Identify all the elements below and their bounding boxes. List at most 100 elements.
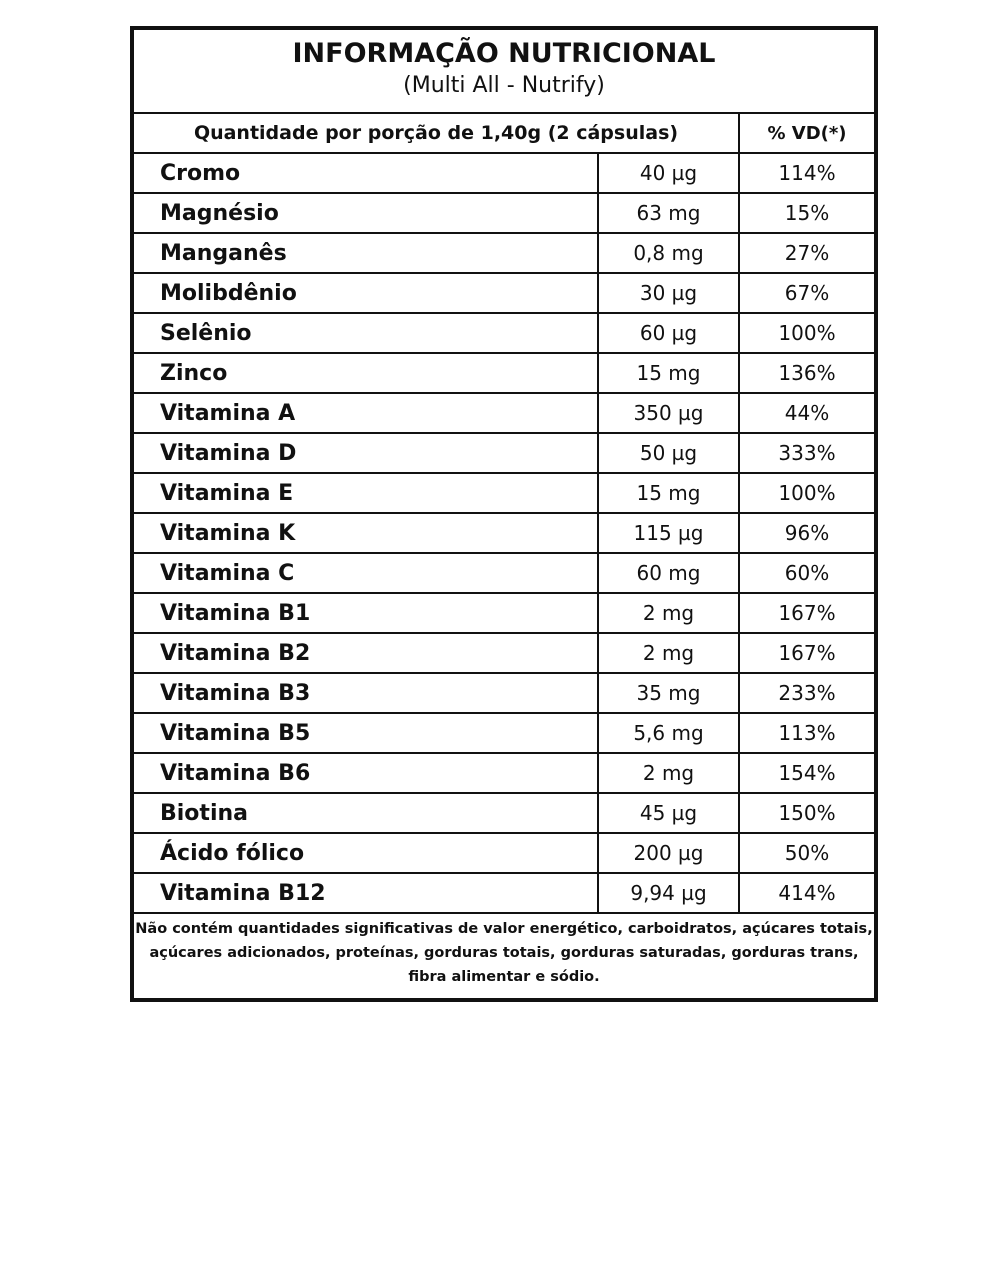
table-row: Vitamina K 115 µg 96%: [134, 514, 874, 554]
daily-value: 154%: [778, 761, 836, 785]
cell: Vitamina C: [134, 554, 599, 592]
nutrient-name: Zinco: [160, 360, 228, 386]
daily-value: 114%: [778, 161, 836, 185]
cell: Vitamina B3: [134, 674, 599, 712]
title-block: INFORMAÇÃO NUTRICIONAL (Multi All - Nutr…: [134, 30, 874, 114]
amount: 2 mg: [599, 634, 740, 672]
table-row: Manganês 0,8 mg 27%: [134, 234, 874, 274]
table-row: Vitamina B5 5,6 mg 113%: [134, 714, 874, 754]
amount: 2 mg: [599, 754, 740, 792]
nutrient-name: Cromo: [160, 160, 241, 186]
amount: 45 µg: [599, 794, 740, 832]
footer-note: Não contém quantidades significativas de…: [135, 921, 873, 985]
daily-value: 100%: [778, 321, 836, 345]
amount: 63 mg: [599, 194, 740, 232]
nutrient-name: Vitamina C: [160, 560, 295, 586]
daily-value: 333%: [778, 441, 836, 465]
daily-value: 27%: [784, 241, 830, 265]
column-header: Quantidade por porção de 1,40g (2 cápsul…: [134, 114, 740, 152]
amount: 15 mg: [599, 474, 740, 512]
nutrient-name: Vitamina B2: [160, 640, 311, 666]
nutrient-name: Biotina: [160, 800, 248, 826]
nutrition-table: INFORMAÇÃO NUTRICIONAL (Multi All - Nutr…: [130, 26, 878, 1002]
nutrient-name: Ácido fólico: [160, 840, 305, 866]
nutrient-name: Vitamina B3: [160, 680, 311, 706]
table-row: Ácido fólico 200 µg 50%: [134, 834, 874, 874]
table-row: Vitamina E 15 mg 100%: [134, 474, 874, 514]
daily-value: 60%: [784, 561, 830, 585]
amount: 200 µg: [599, 834, 740, 872]
cell: Ácido fólico: [134, 834, 599, 872]
table-row: Vitamina B6 2 mg 154%: [134, 754, 874, 794]
nutrient-name: Vitamina B12: [160, 880, 326, 906]
amount: 350 µg: [599, 394, 740, 432]
nutrient-name: Vitamina B1: [160, 600, 311, 626]
amount: 0,8 mg: [599, 234, 740, 272]
amount: 60 µg: [599, 314, 740, 352]
amount: 60 mg: [599, 554, 740, 592]
amount: 40 µg: [599, 154, 740, 192]
daily-value: 44%: [784, 401, 830, 425]
nutrient-name: Vitamina A: [160, 400, 296, 426]
cell: Vitamina B1: [134, 594, 599, 632]
daily-value: 167%: [778, 601, 836, 625]
daily-value: 50%: [784, 841, 830, 865]
table-row: Selênio 60 µg 100%: [134, 314, 874, 354]
table-row: Vitamina A 350 µg 44%: [134, 394, 874, 434]
amount: 9,94 µg: [599, 874, 740, 912]
daily-value: 136%: [778, 361, 836, 385]
nutrient-name: Vitamina K: [160, 520, 296, 546]
nutrient-name: Molibdênio: [160, 280, 297, 306]
table-row: Cromo 40 µg 114%: [134, 154, 874, 194]
table-row: Vitamina B12 9,94 µg 414%: [134, 874, 874, 914]
nutrient-name: Vitamina D: [160, 440, 297, 466]
cell: Zinco: [134, 354, 599, 392]
table-row: Vitamina D 50 µg 333%: [134, 434, 874, 474]
cell: Vitamina D: [134, 434, 599, 472]
table-row: Vitamina B1 2 mg 167%: [134, 594, 874, 634]
daily-value: 100%: [778, 481, 836, 505]
amount: 2 mg: [599, 594, 740, 632]
cell: Manganês: [134, 234, 599, 272]
cell: Vitamina A: [134, 394, 599, 432]
table-row: Magnésio 63 mg 15%: [134, 194, 874, 234]
nutrient-name: Vitamina B6: [160, 760, 311, 786]
nutrient-name: Magnésio: [160, 200, 279, 226]
table-row: Zinco 15 mg 136%: [134, 354, 874, 394]
nutrient-name: Manganês: [160, 240, 287, 266]
nutrient-name: Selênio: [160, 320, 252, 346]
amount: 115 µg: [599, 514, 740, 552]
daily-value: 113%: [778, 721, 836, 745]
table-row: Vitamina B2 2 mg 167%: [134, 634, 874, 674]
amount: 35 mg: [599, 674, 740, 712]
table-row: Molibdênio 30 µg 67%: [134, 274, 874, 314]
daily-value: 167%: [778, 641, 836, 665]
cell: Vitamina E: [134, 474, 599, 512]
cell: Selênio: [134, 314, 599, 352]
daily-value: 233%: [778, 681, 836, 705]
amount: 50 µg: [599, 434, 740, 472]
nutrient-name: Vitamina E: [160, 480, 294, 506]
daily-value: 414%: [778, 881, 836, 905]
amount: 30 µg: [599, 274, 740, 312]
daily-value: 150%: [778, 801, 836, 825]
title: INFORMAÇÃO NUTRICIONAL: [292, 38, 716, 69]
amount: 15 mg: [599, 354, 740, 392]
cell: Magnésio: [134, 194, 599, 232]
cell: Vitamina B6: [134, 754, 599, 792]
daily-value: 96%: [784, 521, 830, 545]
table-row: Vitamina B3 35 mg 233%: [134, 674, 874, 714]
cell: Vitamina B5: [134, 714, 599, 752]
nutrient-name: Vitamina B5: [160, 720, 311, 746]
cell: Vitamina B2: [134, 634, 599, 672]
cell: Vitamina K: [134, 514, 599, 552]
daily-value: 67%: [784, 281, 830, 305]
header-row: Quantidade por porção de 1,40g (2 cápsul…: [134, 114, 874, 154]
table-row: Biotina 45 µg 150%: [134, 794, 874, 834]
cell: Molibdênio: [134, 274, 599, 312]
table-row: Vitamina C 60 mg 60%: [134, 554, 874, 594]
daily-value: 15%: [784, 201, 830, 225]
rows: Cromo 40 µg 114% Magnésio 63 mg 15% Manganês 0,…: [134, 154, 874, 914]
amount: 5,6 mg: [599, 714, 740, 752]
